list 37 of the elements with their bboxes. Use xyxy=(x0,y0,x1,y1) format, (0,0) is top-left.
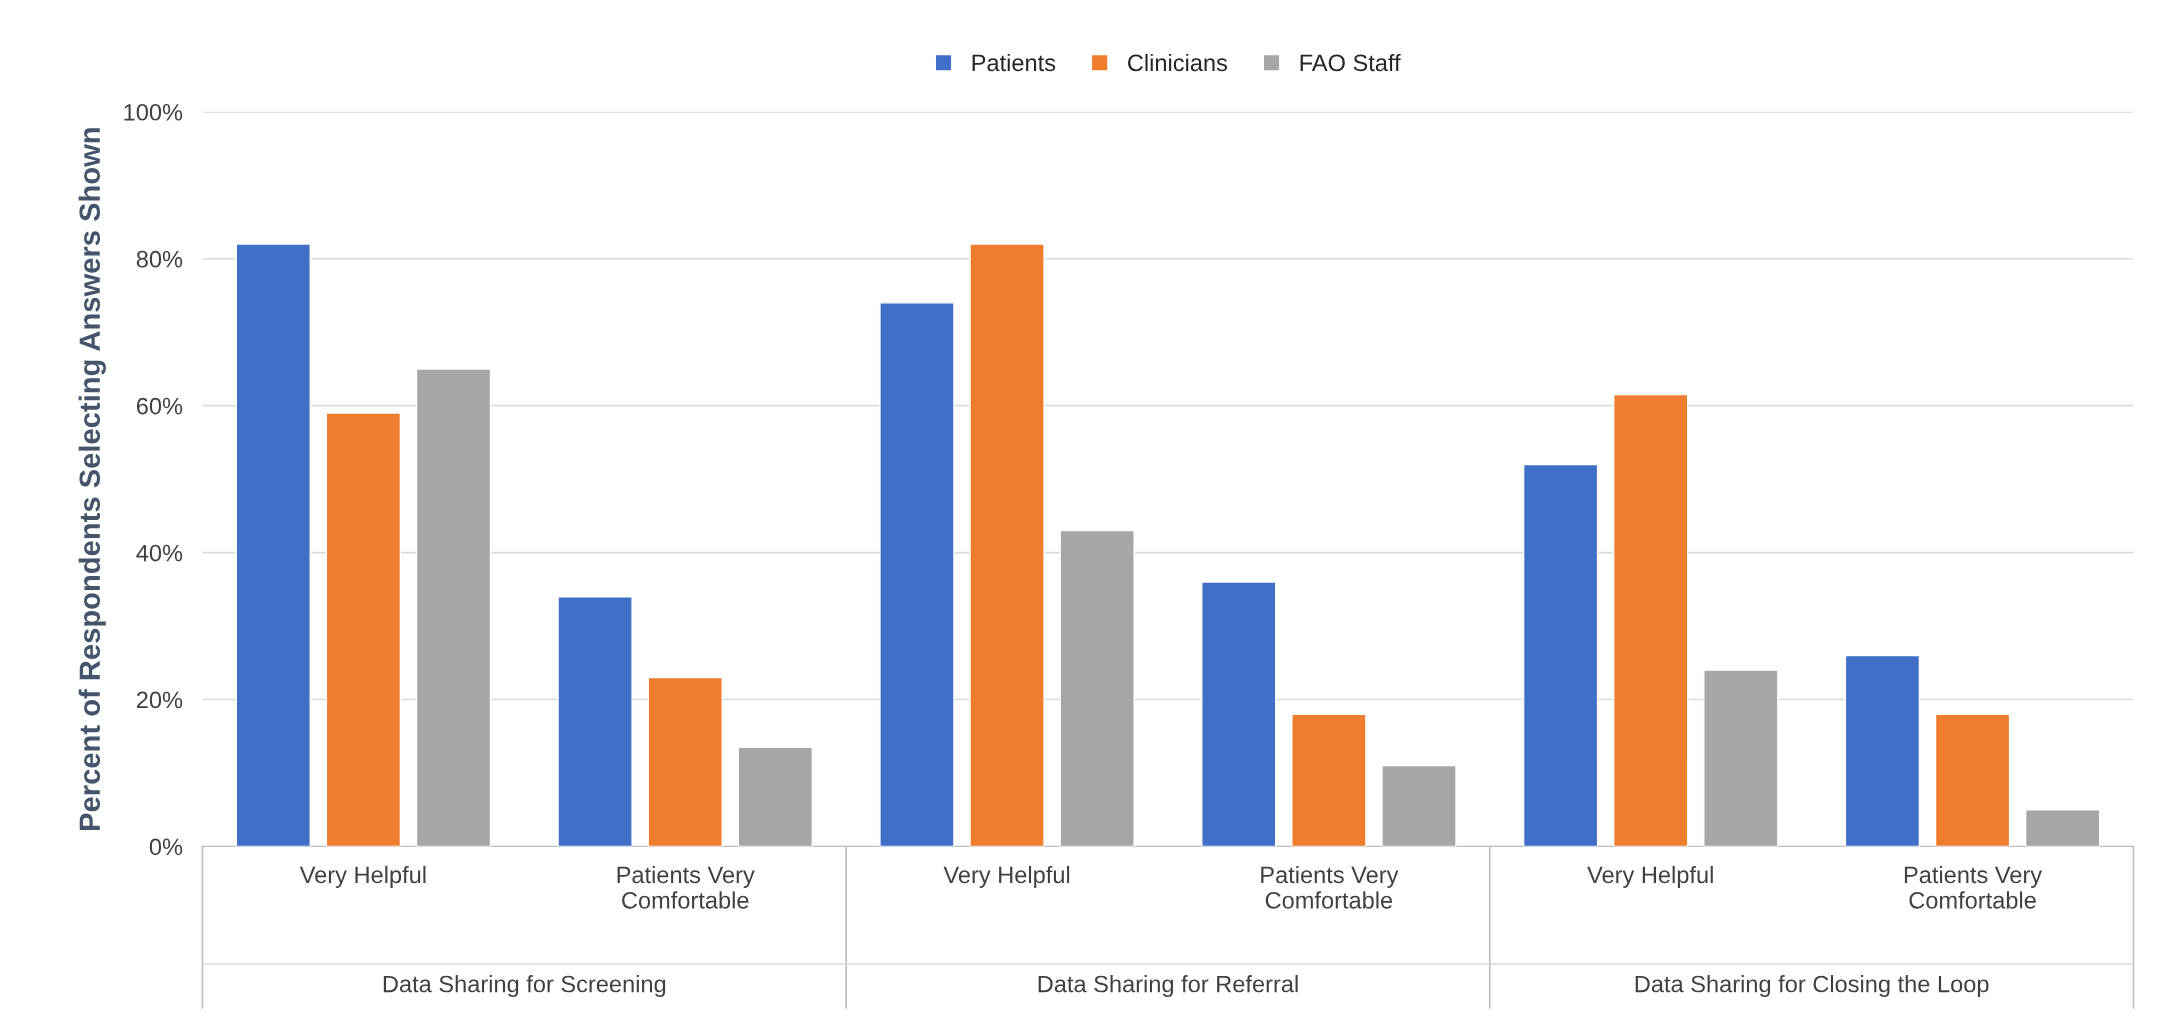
bar xyxy=(2024,809,2101,847)
bar xyxy=(1291,713,1367,847)
bar xyxy=(1703,669,1779,847)
x-tick-label: Patients Very Comfortable xyxy=(1261,865,1399,909)
bar xyxy=(647,676,723,847)
legend-label: Clinicians xyxy=(1128,53,1228,72)
x-tick-label: Very Helpful xyxy=(943,865,1070,888)
bar xyxy=(1844,654,1921,847)
y-tick-label: 0% xyxy=(149,838,183,856)
bar xyxy=(1201,581,1277,847)
legend-label: FAO Staff xyxy=(1300,53,1401,72)
legend-label: Patients xyxy=(972,53,1056,72)
bar xyxy=(235,243,311,847)
bar xyxy=(1522,463,1599,847)
text: Data Sharing for Referral xyxy=(1038,975,1298,998)
y-tick-label: 100% xyxy=(124,103,183,121)
bar xyxy=(1381,764,1457,847)
y-tick-label: 20% xyxy=(136,691,183,709)
bar xyxy=(415,368,492,847)
bar xyxy=(969,243,1045,847)
bar xyxy=(1613,393,1689,847)
bar xyxy=(1934,713,2011,847)
x-tick-label: Very Helpful xyxy=(1587,865,1713,888)
y-axis-title: Percent of Respondents Selecting Answers Shown xyxy=(78,128,106,830)
y-tick-label: 40% xyxy=(136,544,183,562)
y-tick-label: 60% xyxy=(136,397,183,415)
text: Data Sharing for Screening xyxy=(383,975,666,998)
bar xyxy=(557,595,633,847)
y-tick-label: 80% xyxy=(136,250,183,268)
bar xyxy=(737,746,814,847)
x-tick-label: Very Helpful xyxy=(299,865,426,888)
x-tick-label: Patients Very Comfortable xyxy=(1904,865,2043,909)
x-tick-label: Patients Very Comfortable xyxy=(617,865,755,909)
bar xyxy=(325,412,402,847)
bar xyxy=(879,302,955,847)
text: Data Sharing for Closing the Loop xyxy=(1635,975,1989,998)
bar xyxy=(1059,529,1135,847)
